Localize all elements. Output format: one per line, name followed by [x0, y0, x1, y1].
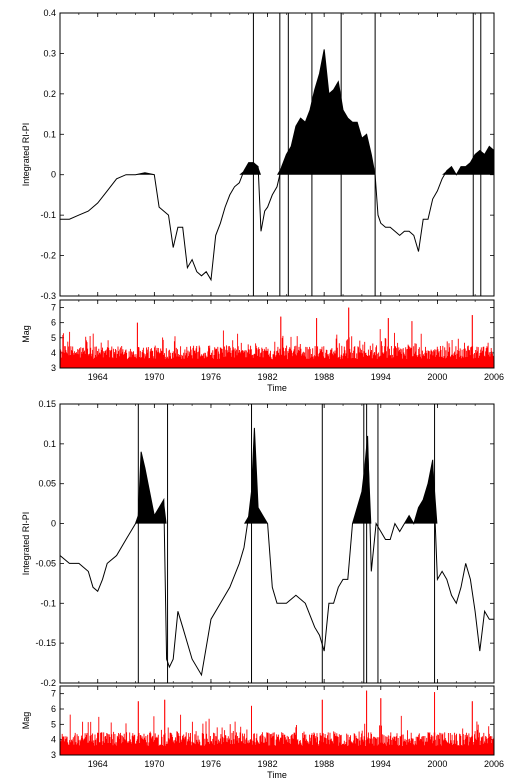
y-axis-label-3: Mag: [21, 712, 31, 730]
y-tick-label-2-2: -0.1: [40, 598, 56, 608]
y-axis-label-2: Integrated RI-PI: [21, 512, 31, 576]
y-tick-label-0-4: 0.1: [43, 129, 56, 139]
y-tick-label-1-1: 4: [51, 348, 56, 358]
x-tick-label-3-1: 1970: [144, 759, 164, 769]
y-tick-label-3-1: 4: [51, 735, 56, 745]
x-tick-label-1-6: 2000: [427, 372, 447, 382]
x-tick-label-3-3: 1982: [258, 759, 278, 769]
x-axis-label-1: Time: [267, 383, 287, 393]
y-tick-label-1-3: 6: [51, 318, 56, 328]
y-tick-label-1-4: 7: [51, 303, 56, 313]
y-tick-label-0-3: 0: [51, 170, 56, 180]
x-tick-label-3-2: 1976: [201, 759, 221, 769]
x-tick-label-1-2: 1976: [201, 372, 221, 382]
x-tick-label-3-6: 2000: [427, 759, 447, 769]
y-tick-label-2-4: 0: [51, 519, 56, 529]
y-tick-label-2-7: 0.15: [38, 399, 56, 409]
y-tick-label-0-5: 0.2: [43, 89, 56, 99]
magnitude-spikes-1: [59, 307, 495, 368]
y-axis-label-1: Mag: [21, 325, 31, 343]
x-tick-label-1-1: 1970: [144, 372, 164, 382]
x-axis-label-3: Time: [267, 770, 287, 780]
y-tick-label-0-6: 0.3: [43, 48, 56, 58]
y-tick-label-2-5: 0.05: [38, 479, 56, 489]
x-tick-label-3-5: 1994: [371, 759, 391, 769]
magnitude-spikes-3: [59, 690, 495, 755]
integrated-series-line-2: [59, 427, 494, 677]
y-tick-label-0-0: -0.3: [40, 291, 56, 301]
x-tick-label-1-5: 1994: [371, 372, 391, 382]
x-tick-label-1-3: 1982: [258, 372, 278, 382]
x-tick-label-3-7: 2006: [484, 759, 504, 769]
x-tick-label-1-0: 1964: [88, 372, 108, 382]
y-tick-label-0-7: 0.4: [43, 8, 56, 18]
plot-frame-overlay-3: [59, 685, 495, 756]
y-tick-label-2-0: -0.2: [40, 678, 56, 688]
y-tick-label-3-3: 6: [51, 704, 56, 714]
plot-frame-0: [59, 12, 495, 297]
y-tick-label-1-2: 5: [51, 333, 56, 343]
y-tick-label-3-2: 5: [51, 719, 56, 729]
y-tick-label-0-2: -0.1: [40, 210, 56, 220]
x-tick-label-1-7: 2006: [484, 372, 504, 382]
y-tick-label-2-1: -0.15: [35, 638, 56, 648]
positive-fill-area-0: [135, 49, 494, 175]
x-tick-label-3-4: 1988: [314, 759, 334, 769]
integrated-series-line-0: [60, 49, 495, 282]
plot-frame-overlay-1: [59, 299, 495, 369]
plot-frame-2: [59, 403, 495, 684]
y-tick-label-2-6: 0.1: [43, 439, 56, 449]
y-tick-label-1-0: 3: [51, 363, 56, 373]
y-tick-label-3-0: 3: [51, 750, 56, 760]
x-tick-label-1-4: 1988: [314, 372, 334, 382]
y-tick-label-3-4: 7: [51, 689, 56, 699]
y-axis-label-0: Integrated RI-PI: [21, 123, 31, 187]
y-tick-label-2-3: -0.05: [35, 558, 56, 568]
y-tick-label-0-1: -0.2: [40, 251, 56, 261]
positive-fill-area-2: [135, 427, 438, 524]
x-tick-label-3-0: 1964: [88, 759, 108, 769]
